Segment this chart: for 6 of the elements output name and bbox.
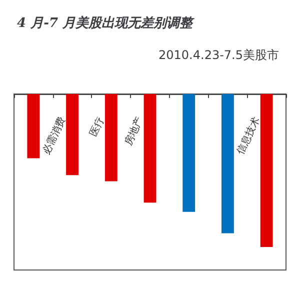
chart-subtitle: 2010.4.23-7.5美股市	[158, 48, 280, 62]
x-tick-label: 信息技术	[234, 115, 262, 157]
x-tick-label: 房地产	[122, 115, 146, 148]
x-tick-label: 必需消费	[40, 115, 68, 157]
x-tick-label: 医疗	[87, 115, 107, 138]
chart-title: 4 月-7 月美股出现无差别调整	[17, 15, 195, 31]
